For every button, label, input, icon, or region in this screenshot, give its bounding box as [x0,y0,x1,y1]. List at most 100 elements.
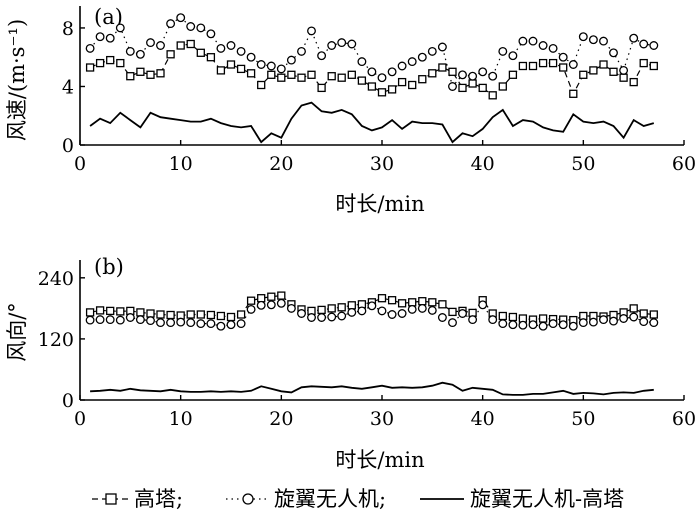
panel-b-drone-point [146,316,155,326]
panel-b-tower-point [206,310,216,320]
panel-a-drone-point [115,23,125,33]
legend-tower-marker [105,493,117,505]
panel-b-tower-point [337,303,346,312]
panel-a-drone-point [176,13,186,23]
panel-b-tower-point [156,310,165,319]
panel-b-drone-point [578,318,588,328]
panel-b-tower-point [166,310,175,320]
panel-a-drone-point [578,32,588,42]
panel-a-y-tick-label: 4 [62,76,74,98]
panel-b-tower-point [216,311,226,321]
panel-a-drone-point [226,41,236,50]
panel-b-tower-point [438,300,447,309]
panel-a-tower-point [156,69,165,78]
panel-a-drone-point [246,52,256,62]
panel-b-tower-point [257,294,266,303]
panel-b-tower-point [116,307,125,316]
panel-b-drone-point [508,320,518,330]
panel-a-drone-point [649,41,659,50]
panel-b-tower-point [538,314,548,323]
panel-b-drone-point [115,315,125,325]
panel-a-drone-point [206,29,216,39]
panel-b-drone-point [156,318,165,328]
panel-b-drone-point [246,304,256,314]
panel-b-tower-point [226,312,236,322]
legend-drone-label: 旋翼无人机; [274,487,386,511]
panel-b-drone-point [427,305,437,315]
legend-tower-label: 高塔; [134,487,183,511]
panel-a-tower-point [136,67,145,76]
panel-a-tower-point [95,58,105,68]
panel-a-tower-point [478,83,487,93]
panel-a-tower-point [267,70,276,79]
panel-a-tower-point [518,61,528,71]
legend-drone-marker [242,493,254,505]
panel-a-drone-point [125,46,135,56]
panel-a-drone-point [498,46,508,56]
panel-a-drone-point [407,57,417,67]
panel-a-tower-point [377,88,387,97]
panel-a-drone-point [317,51,327,61]
panel-a-tower-point [206,53,216,62]
panel-b-drone-point [437,313,447,322]
legend-item-drone: 旋翼无人机; [226,487,386,511]
panel-a-x-tick-label: 20 [269,153,293,175]
panel-a-drone-point [156,41,165,50]
panel-a-drone-point [538,41,548,50]
panel-a-tower-point [257,80,266,90]
panel-b-tower-point [106,306,115,316]
panel-a-tower-point [226,60,236,69]
panel-a-drone-point [518,36,528,46]
panel-a-tower-point [468,79,477,88]
panel-a-drone-point [236,46,246,56]
panel-b-drone-point [85,315,95,325]
panel-a-tower-point [508,70,518,79]
panel-b-tower-point [146,309,155,318]
panel-b-drone-point [367,301,377,311]
panel-a-tower-point [408,80,417,90]
panel-a-tower-point [528,61,538,71]
legend: 高塔; 旋翼无人机; 旋翼无人机-高塔 [92,487,624,511]
panel-b-tower-point [246,296,256,305]
panel-b-drone-point [166,318,176,328]
panel-a-x-tick-label: 60 [672,153,696,175]
panel-b-drone-point [458,309,467,318]
panel-a-tower-point [146,70,155,79]
panel-b-drone-point [619,314,629,323]
panel-b-ylabel: 风向/° [5,302,29,362]
panel-b-x-tick-label: 20 [269,408,293,430]
panel-a-tower-point [277,73,286,82]
panel-a-drone-point [347,39,357,49]
panel-a-drone-point [105,33,115,43]
panel-b-x-tick-label: 30 [370,408,394,430]
panel-b-drone-point [538,321,548,331]
panel-b-drone-point [226,320,236,330]
panel-b-tower-point [629,304,638,313]
panel-a-drone-point [387,67,397,77]
panel-a-tower-point [297,73,306,82]
panel-a-drone-point [146,38,155,48]
panel-a-tower-point [307,70,316,79]
panel-b-difference-line [90,381,654,396]
panel-a-drone-point [629,33,639,43]
panel-b-tower-point [408,298,417,307]
panel-a-x-tick-label: 10 [169,153,193,175]
panel-b-tower-point [317,305,326,315]
panel-b-tower-point [196,310,205,319]
panel-b-drone-point [317,313,327,322]
panel-b-tower-point [387,296,397,305]
panel-a-drone-point [458,70,467,80]
panel-a-y-tick-label: 8 [62,18,74,40]
panel-a-tower-point [538,58,548,68]
panel-a-drone-point [588,35,598,45]
panel-a-difference-line [89,101,655,144]
panel-b-drone-point [337,311,347,321]
panel-b-drone-point [236,319,246,329]
panel-a-drone-point [367,67,377,77]
panel-a-drone-point [276,64,286,74]
panel-a-tower-point [458,83,467,93]
panel-a-drone-point [266,61,276,71]
panel-b-drone-point [357,306,367,316]
